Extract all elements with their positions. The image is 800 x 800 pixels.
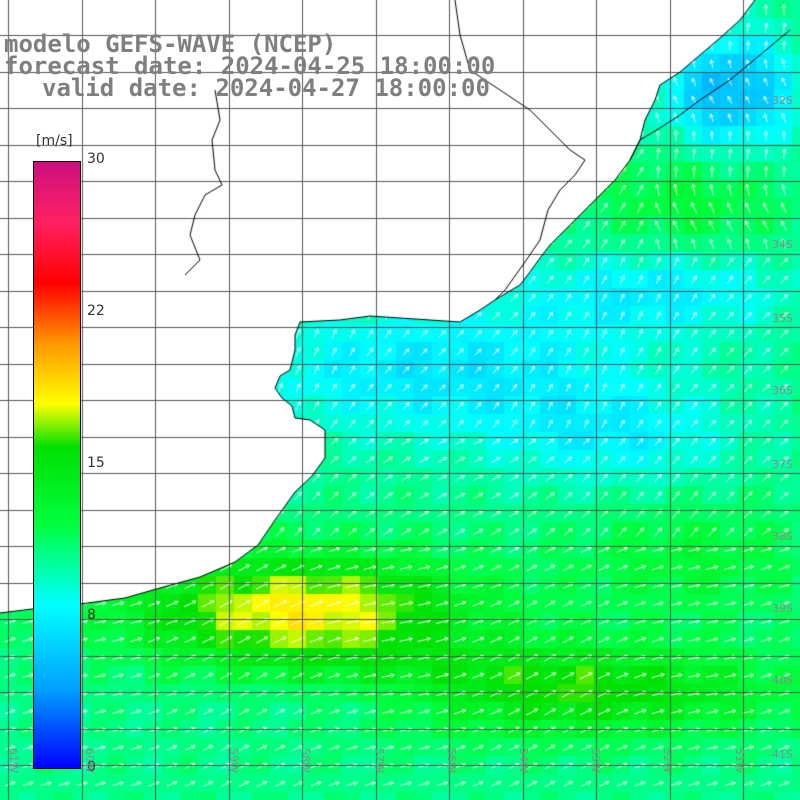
lon-label: 52W xyxy=(661,748,674,773)
lat-label: 34S xyxy=(772,238,793,251)
lat-label: 37S xyxy=(772,458,793,471)
lat-label: 35S xyxy=(772,312,793,325)
lon-label: 56W xyxy=(445,748,458,773)
lon-label: 53W xyxy=(589,748,602,773)
colorbar-tick-8: 8 xyxy=(87,607,96,623)
colorbar-unit-label: [m/s] xyxy=(36,133,73,149)
valid-date: valid date: 2024-04-27 18:00:00 xyxy=(42,74,490,102)
colorbar-tick-30: 30 xyxy=(87,151,105,167)
lon-label: 51W xyxy=(733,748,746,773)
lon-label: 58W xyxy=(299,748,312,773)
lon-label: 60W xyxy=(83,748,96,773)
colorbar-tick-0: 0 xyxy=(87,759,96,775)
colorbar-tick-15: 15 xyxy=(87,455,105,471)
lat-label: 36S xyxy=(772,384,793,397)
lon-label: 59W xyxy=(227,748,240,773)
model-title: modelo GEFS-WAVE (NCEP) xyxy=(4,30,337,58)
lat-label: 38S xyxy=(772,530,793,543)
lon-label: 61W xyxy=(7,748,20,773)
lat-label: 32S xyxy=(772,94,793,107)
colorbar xyxy=(33,161,81,769)
lon-label: 57W xyxy=(373,748,386,773)
lon-label: 54W xyxy=(517,748,530,773)
colorbar-tick-22: 22 xyxy=(87,303,105,319)
lat-label: 40S xyxy=(772,674,793,687)
forecast-date: forecast date: 2024-04-25 18:00:00 xyxy=(4,52,496,80)
lat-label: 39S xyxy=(772,602,793,615)
lat-label: 41S xyxy=(772,748,793,761)
